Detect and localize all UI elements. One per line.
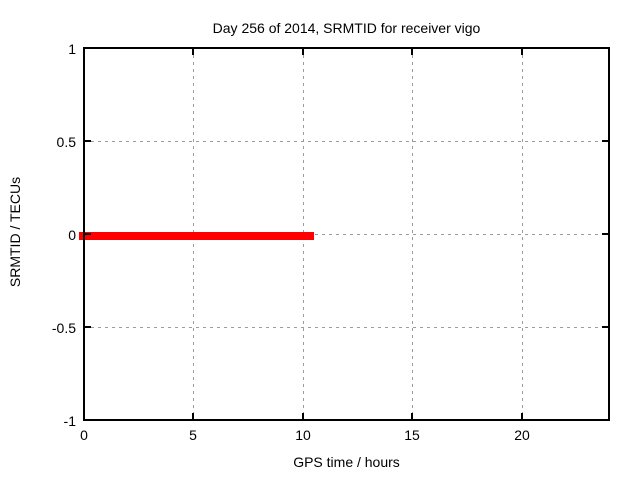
chart-title: Day 256 of 2014, SRMTID for receiver vig…: [212, 20, 481, 36]
x-tick-label-0: 0: [80, 427, 88, 443]
tick-mark-top-15: [411, 49, 413, 55]
grid-line-horizontal-0p5: [84, 141, 609, 142]
y-tick-label-neg0p5: -0.5: [51, 320, 76, 336]
x-tick-label-10: 10: [295, 427, 311, 443]
tick-mark-right-neg0p5: [602, 326, 608, 328]
x-axis-label: GPS time / hours: [293, 454, 400, 470]
tick-mark-left-0: [85, 233, 91, 235]
plot-area: [83, 47, 610, 421]
tick-mark-left-neg0p5: [85, 326, 91, 328]
x-tick-label-15: 15: [404, 427, 420, 443]
tick-mark-bottom-10: [302, 413, 304, 419]
x-tick-label-5: 5: [189, 427, 197, 443]
grid-line-horizontal-neg0p5: [84, 327, 609, 328]
tick-mark-right-0p5: [602, 140, 608, 142]
y-tick-label-0: 0: [68, 227, 76, 243]
y-tick-label-1: 1: [68, 41, 76, 57]
tick-mark-right-0: [602, 233, 608, 235]
y-tick-label-0p5: 0.5: [56, 134, 76, 150]
tick-mark-bottom-5: [192, 413, 194, 419]
tick-mark-top-20: [521, 49, 523, 55]
tick-mark-top-5: [192, 49, 194, 55]
srmtid-series-line: [79, 232, 314, 240]
tick-mark-bottom-15: [411, 413, 413, 419]
grid-line-horizontal-0: [84, 234, 609, 235]
tick-mark-bottom-20: [521, 413, 523, 419]
tick-mark-left-0p5: [85, 140, 91, 142]
x-tick-label-20: 20: [514, 427, 530, 443]
tick-mark-top-10: [302, 49, 304, 55]
y-tick-label-neg1: -1: [63, 413, 76, 429]
